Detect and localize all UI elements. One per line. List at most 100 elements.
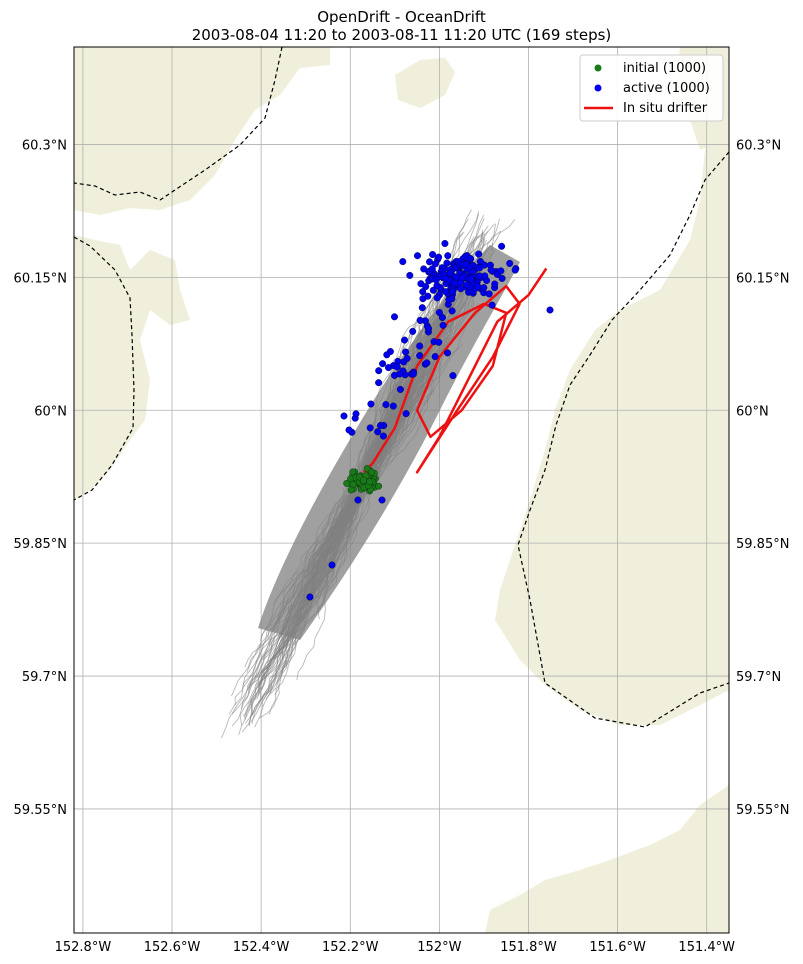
active-particle bbox=[433, 282, 441, 290]
lat-tick-label-right: 59.55°N bbox=[736, 803, 789, 818]
active-particle bbox=[402, 348, 410, 356]
active-particle bbox=[354, 496, 362, 504]
land-north-island bbox=[395, 58, 455, 108]
initial-particle bbox=[347, 475, 355, 483]
title-line-1: OpenDrift - OceanDrift bbox=[317, 8, 486, 26]
active-particle bbox=[345, 426, 353, 434]
active-particle bbox=[447, 269, 455, 277]
active-particle bbox=[546, 306, 554, 314]
active-particle bbox=[385, 364, 393, 372]
lon-tick-label: 152.4°W bbox=[233, 940, 290, 955]
active-particle bbox=[366, 424, 374, 432]
legend-drifter-label: In situ drifter bbox=[623, 101, 708, 116]
initial-particle bbox=[349, 468, 357, 476]
initial-particle bbox=[366, 478, 374, 486]
legend: initial (1000) active (1000) In situ dri… bbox=[579, 54, 724, 122]
initial-particle bbox=[368, 468, 375, 476]
lat-tick-label-right: 60.15°N bbox=[736, 271, 789, 286]
active-particle bbox=[382, 401, 390, 409]
active-particle bbox=[409, 327, 417, 335]
active-particle bbox=[511, 266, 519, 274]
map-title: OpenDrift - OceanDrift 2003-08-04 11:20 … bbox=[0, 8, 803, 44]
lat-tick-label-left: 59.55°N bbox=[14, 803, 67, 818]
trajectory-density-band bbox=[258, 245, 520, 640]
lat-tick-label-left: 59.85°N bbox=[14, 537, 67, 552]
lat-tick-label-right: 59.85°N bbox=[736, 537, 789, 552]
active-particle bbox=[406, 271, 414, 279]
land-east bbox=[495, 120, 729, 725]
active-particle bbox=[441, 274, 449, 282]
active-particle bbox=[429, 250, 437, 258]
active-particle bbox=[449, 287, 457, 295]
active-particle bbox=[474, 283, 482, 291]
active-particle bbox=[431, 353, 439, 361]
active-particle bbox=[426, 258, 434, 266]
initial-particle bbox=[347, 486, 355, 494]
lat-tick-label-right: 59.7°N bbox=[736, 670, 781, 685]
lat-tick-label-left: 60.15°N bbox=[14, 271, 67, 286]
active-particle bbox=[416, 342, 424, 350]
active-particle bbox=[374, 428, 382, 436]
lon-tick-label: 152.6°W bbox=[144, 940, 201, 955]
active-particle bbox=[425, 325, 433, 333]
active-particle bbox=[378, 496, 386, 504]
active-particle bbox=[399, 258, 407, 266]
active-particle bbox=[393, 363, 401, 371]
initial-particles bbox=[343, 465, 383, 495]
active-particle bbox=[466, 255, 474, 263]
boundary-east bbox=[517, 151, 729, 728]
in-situ-drifter-track bbox=[362, 267, 548, 474]
lon-tick-label: 151.4°W bbox=[678, 940, 735, 955]
active-particle bbox=[449, 372, 457, 380]
active-particle bbox=[444, 349, 452, 357]
active-particle bbox=[433, 294, 441, 302]
active-particles bbox=[306, 239, 554, 601]
graticule bbox=[74, 47, 729, 933]
legend-box bbox=[579, 54, 724, 122]
active-particle bbox=[379, 432, 387, 440]
active-particle bbox=[463, 281, 471, 289]
active-particle bbox=[480, 284, 488, 292]
lon-tick-label: 152°W bbox=[417, 940, 461, 955]
active-particle bbox=[420, 265, 428, 273]
active-particle bbox=[448, 307, 456, 315]
active-particle bbox=[459, 274, 467, 282]
map-frame bbox=[73, 46, 730, 934]
active-particle bbox=[445, 296, 453, 304]
initial-particle bbox=[359, 476, 367, 484]
legend-initial-marker bbox=[594, 64, 602, 72]
active-particle bbox=[401, 336, 409, 344]
active-particle bbox=[377, 422, 385, 430]
land-northwest bbox=[74, 47, 330, 215]
lat-tick-label-left: 60.3°N bbox=[22, 138, 67, 153]
active-particle bbox=[418, 304, 426, 312]
active-particle bbox=[491, 280, 499, 288]
active-particle bbox=[487, 266, 495, 274]
lat-tick-label-left: 60°N bbox=[34, 404, 67, 419]
lat-tick-label-left: 59.7°N bbox=[22, 670, 67, 685]
legend-active-marker bbox=[594, 84, 602, 92]
lon-tick-label: 152.2°W bbox=[322, 940, 379, 955]
active-particle bbox=[432, 260, 440, 268]
legend-active-label: active (1000) bbox=[623, 81, 710, 96]
lon-tick-label: 151.6°W bbox=[589, 940, 646, 955]
boundary-west bbox=[74, 236, 135, 501]
active-particle bbox=[462, 260, 470, 268]
active-particle bbox=[498, 274, 506, 282]
active-particle bbox=[424, 292, 432, 300]
active-particle bbox=[328, 561, 336, 569]
active-particle bbox=[498, 242, 506, 250]
active-particle bbox=[475, 250, 483, 258]
active-particle bbox=[422, 283, 430, 291]
active-particle bbox=[396, 370, 404, 378]
active-particle bbox=[435, 338, 443, 346]
active-particle bbox=[439, 321, 447, 329]
active-particle bbox=[476, 264, 484, 272]
active-particle bbox=[402, 410, 410, 418]
active-particle bbox=[389, 402, 397, 410]
active-particle bbox=[497, 267, 505, 275]
active-particle bbox=[367, 400, 375, 408]
lat-tick-label-right: 60.3°N bbox=[736, 138, 781, 153]
axis-tick-labels: 152.8°W 152.6°W 152.4°W 152.2°W 152°W 151.8°W… bbox=[14, 138, 790, 955]
